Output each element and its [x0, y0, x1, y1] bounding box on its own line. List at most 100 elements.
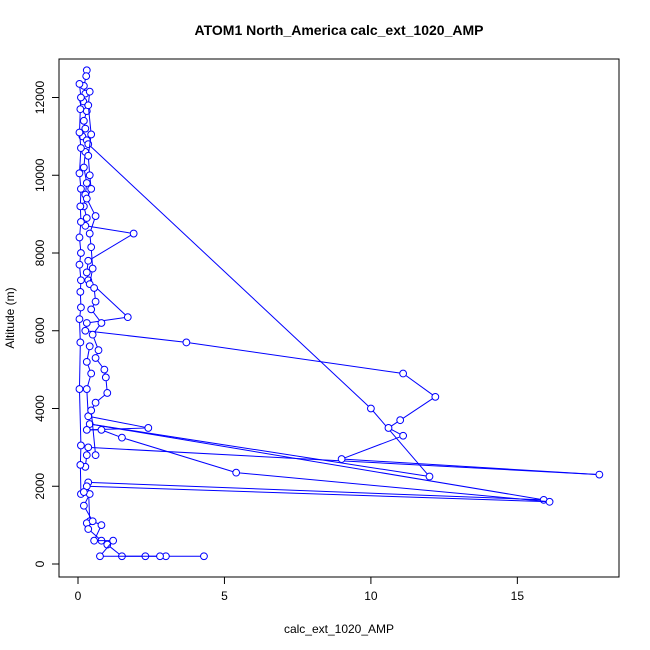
data-point [79, 501, 88, 510]
data-point [82, 194, 91, 203]
data-point [97, 521, 106, 530]
data-point [82, 385, 91, 393]
chart-title: ATOM1 North_America calc_ext_1020_AMP [195, 22, 484, 38]
data-point [82, 425, 91, 434]
data-point [109, 536, 118, 545]
data-point [96, 552, 104, 561]
data-point [90, 536, 99, 545]
data-point [82, 357, 91, 366]
series-segment [399, 396, 436, 421]
data-point [91, 212, 100, 220]
data-point [75, 315, 84, 323]
data-point [77, 303, 85, 312]
data-point [97, 425, 106, 434]
data-point [87, 243, 96, 252]
data-point [81, 124, 90, 133]
data-point [82, 179, 91, 187]
data-point [91, 451, 100, 460]
data-point [77, 218, 85, 226]
series-segment [89, 423, 430, 478]
data-point [94, 346, 103, 355]
data-point [399, 431, 408, 440]
data-point [367, 404, 375, 413]
data-point [82, 451, 91, 460]
x-tick-label: 15 [511, 589, 525, 603]
x-tick-label: 0 [75, 589, 82, 603]
series-segment [90, 410, 97, 456]
data-point [82, 319, 91, 327]
data-point [91, 398, 100, 407]
x-axis: 0 5 10 15 [75, 576, 525, 603]
data-point [75, 79, 84, 88]
data-point [77, 184, 85, 193]
data-point [88, 330, 97, 339]
series-1 [78, 66, 548, 561]
data-point [103, 389, 112, 397]
data-point [100, 365, 109, 374]
y-tick-label: 8000 [33, 239, 47, 266]
data-point [431, 392, 440, 401]
data-point [85, 171, 94, 180]
data-point [200, 552, 208, 561]
series-2 [79, 148, 604, 479]
data-point [75, 260, 84, 269]
data-point [82, 72, 91, 81]
y-tick-label: 4000 [33, 395, 47, 422]
data-point [88, 517, 97, 526]
data-point [87, 184, 96, 193]
y-axis-label: Altitude (m) [3, 287, 17, 348]
series-4 [75, 79, 88, 498]
series-layer [75, 66, 604, 561]
data-point [77, 249, 85, 257]
data-point [77, 276, 85, 285]
series-segment [87, 233, 134, 262]
data-point [97, 319, 106, 327]
data-point [87, 305, 96, 314]
data-point [232, 468, 241, 477]
series-segment [236, 472, 550, 503]
data-point [75, 385, 84, 393]
data-point [129, 229, 138, 238]
data-point [91, 297, 100, 306]
data-point [84, 525, 93, 533]
data-point [81, 326, 90, 335]
series-segment [78, 342, 81, 390]
series-segment [79, 464, 82, 495]
data-point [396, 416, 405, 425]
data-point [77, 93, 85, 102]
data-point [87, 369, 96, 378]
x-axis-label: calc_ext_1020_AMP [284, 622, 394, 636]
data-point [77, 144, 85, 152]
data-point [77, 441, 85, 450]
data-point [91, 354, 100, 362]
data-point [118, 433, 126, 442]
data-point [84, 443, 93, 452]
data-point [75, 169, 84, 178]
data-point [79, 163, 88, 172]
data-point [84, 101, 93, 110]
series-segment [186, 341, 404, 375]
data-point [182, 338, 191, 347]
data-point [123, 313, 132, 322]
data-point [85, 87, 94, 96]
series-5 [82, 87, 112, 460]
series-segment [85, 225, 134, 235]
data-point [87, 406, 96, 415]
y-tick-label: 2000 [33, 473, 47, 500]
x-tick-label: 10 [364, 589, 378, 603]
series-segment [85, 330, 187, 343]
data-point [82, 214, 91, 222]
data-point [545, 497, 554, 506]
series-segment [87, 105, 92, 135]
data-point [90, 284, 99, 292]
data-point [337, 455, 346, 463]
data-point [399, 369, 408, 378]
data-point [156, 552, 164, 561]
data-point [76, 460, 85, 469]
data-point [76, 338, 85, 347]
series-segment [86, 485, 550, 503]
data-point [76, 202, 85, 211]
series-segment [88, 481, 544, 501]
data-point [384, 424, 393, 432]
x-tick-label: 5 [221, 589, 228, 603]
